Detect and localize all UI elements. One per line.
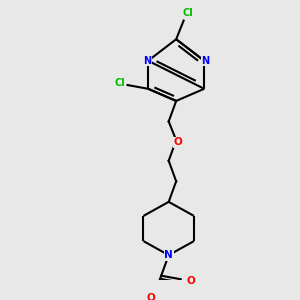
Text: N: N	[201, 56, 209, 66]
Text: Cl: Cl	[182, 8, 193, 18]
Text: O: O	[147, 293, 155, 300]
Text: O: O	[174, 137, 182, 147]
Text: N: N	[164, 250, 173, 260]
Text: O: O	[187, 276, 196, 286]
Text: Cl: Cl	[115, 78, 125, 88]
Text: N: N	[143, 56, 151, 66]
